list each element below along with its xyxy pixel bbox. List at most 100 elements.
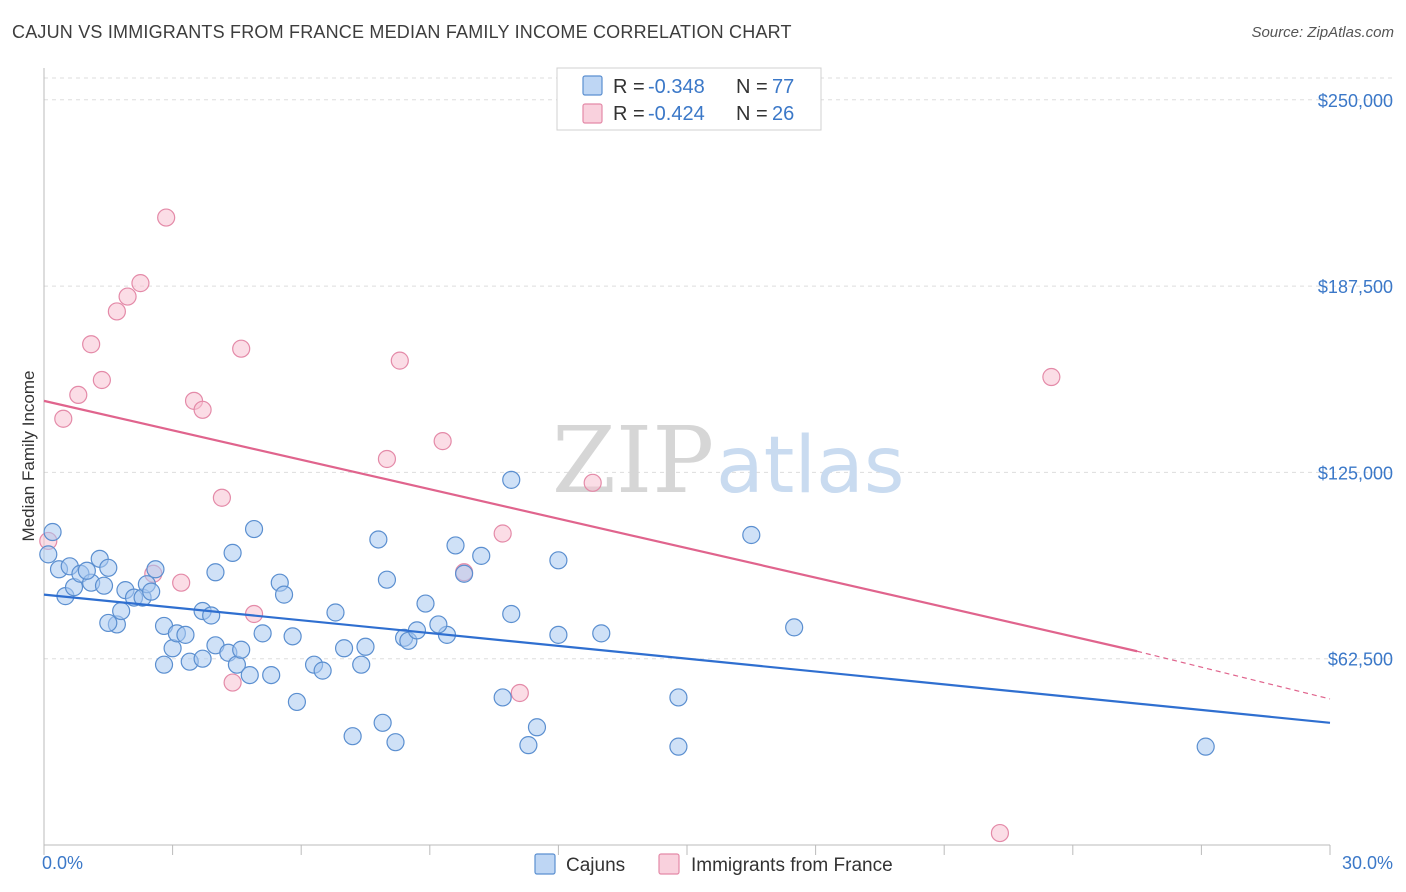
data-point-cajuns: [549, 551, 568, 570]
data-point-cajuns: [274, 585, 294, 604]
legend-swatch-france: [582, 103, 603, 124]
data-point-cajuns: [77, 561, 96, 580]
data-point-cajuns: [334, 639, 354, 658]
data-point-cajuns: [206, 563, 225, 582]
data-point-france: [433, 432, 452, 451]
trend-line-france-extrapolated: [1136, 650, 1331, 700]
data-point-cajuns: [352, 655, 371, 674]
y-tick-label: $125,000: [1318, 463, 1393, 483]
data-point-cajuns: [519, 736, 538, 755]
data-point-cajuns: [377, 570, 397, 589]
data-point-cajuns: [99, 558, 118, 577]
data-point-france: [118, 287, 137, 306]
y-tick-label: $62,500: [1328, 650, 1393, 670]
data-point-cajuns: [146, 560, 165, 579]
data-point-france: [390, 351, 409, 370]
data-point-cajuns: [202, 606, 221, 625]
series-immigrants-from-france: [39, 208, 1061, 843]
legend-r-label-cajuns: R =: [613, 76, 645, 98]
data-point-france: [232, 339, 251, 358]
data-point-cajuns: [283, 627, 302, 646]
data-point-cajuns: [193, 649, 212, 668]
data-point-cajuns: [416, 594, 435, 613]
trend-lines: [43, 399, 1331, 724]
chart-title: CAJUN VS IMMIGRANTS FROM FRANCE MEDIAN F…: [12, 22, 792, 42]
data-point-cajuns: [373, 713, 392, 732]
data-point-france: [193, 400, 212, 419]
x-tick-labels: 0.0% 30.0%: [42, 853, 1393, 873]
series-legend: Cajuns Immigrants from France: [534, 853, 893, 876]
data-point-france: [223, 673, 242, 692]
data-point-france: [82, 335, 101, 354]
legend-r-value-france: -0.424: [648, 103, 705, 125]
data-point-cajuns: [502, 470, 521, 489]
legend-r-value-cajuns: -0.348: [648, 76, 705, 98]
data-point-cajuns: [244, 519, 264, 539]
data-point-france: [510, 683, 529, 703]
data-point-cajuns: [454, 564, 474, 583]
legend-r-label-france: R =: [613, 103, 645, 125]
data-point-cajuns: [785, 618, 804, 637]
data-point-cajuns: [369, 530, 388, 549]
y-tick-labels: $62,500 $125,000 $187,500 $250,000: [1318, 91, 1393, 670]
data-point-cajuns: [493, 688, 512, 707]
data-point-cajuns: [99, 613, 118, 633]
series-legend-label-france: Immigrants from France: [691, 855, 893, 876]
data-point-france: [69, 385, 88, 405]
series-cajuns: [39, 470, 1215, 756]
x-tick-label-min: 0.0%: [42, 853, 83, 873]
watermark: ZIP atlas: [552, 407, 905, 514]
data-point-cajuns: [240, 665, 259, 685]
legend-n-value-france: 26: [772, 103, 794, 125]
data-point-cajuns: [669, 688, 688, 707]
gridlines: [44, 77, 1395, 660]
data-point-cajuns: [223, 543, 242, 562]
data-point-france: [107, 302, 126, 321]
data-point-cajuns: [343, 727, 362, 746]
legend-swatch-cajuns: [582, 75, 603, 96]
data-point-cajuns: [446, 536, 465, 555]
data-point-cajuns: [142, 582, 161, 601]
data-point-cajuns: [232, 640, 251, 659]
y-tick-label: $250,000: [1318, 91, 1393, 111]
data-point-france: [54, 409, 73, 428]
data-point-cajuns: [39, 545, 58, 564]
data-point-france: [212, 488, 231, 507]
data-point-cajuns: [262, 665, 281, 685]
legend-n-label-cajuns: N =: [736, 76, 768, 98]
data-point-france: [377, 449, 397, 469]
data-point-france: [493, 524, 512, 543]
legend-n-value-cajuns: 77: [772, 76, 794, 98]
data-point-cajuns: [592, 624, 611, 643]
data-point-france: [131, 274, 150, 293]
data-point-cajuns: [43, 522, 62, 542]
data-point-cajuns: [1196, 737, 1215, 756]
trend-line-france: [43, 399, 1138, 653]
series-legend-swatch-france: [658, 853, 680, 875]
source-label: Source: ZipAtlas.com: [1251, 24, 1394, 41]
data-point-cajuns: [527, 718, 547, 737]
x-tick-label-max: 30.0%: [1342, 853, 1393, 873]
data-point-cajuns: [313, 661, 332, 680]
data-point-france: [583, 473, 602, 492]
data-point-france: [990, 823, 1010, 843]
data-point-cajuns: [287, 692, 307, 712]
watermark-atlas: atlas: [716, 421, 905, 511]
watermark-zip: ZIP: [552, 407, 714, 514]
data-point-france: [92, 370, 111, 390]
data-point-cajuns: [326, 603, 345, 622]
data-point-france: [1042, 367, 1061, 387]
series-legend-swatch-cajuns: [534, 853, 556, 875]
legend-n-label-france: N =: [736, 103, 768, 125]
data-point-cajuns: [386, 733, 405, 752]
data-point-cajuns: [742, 525, 761, 545]
data-point-cajuns: [429, 615, 448, 634]
series-legend-label-cajuns: Cajuns: [566, 855, 625, 876]
data-point-cajuns: [669, 737, 688, 756]
data-point-cajuns: [94, 576, 114, 595]
y-axis-label: Median Family Income: [19, 370, 38, 541]
data-point-cajuns: [356, 637, 375, 656]
data-point-cajuns: [549, 625, 568, 644]
data-point-france: [157, 208, 176, 227]
